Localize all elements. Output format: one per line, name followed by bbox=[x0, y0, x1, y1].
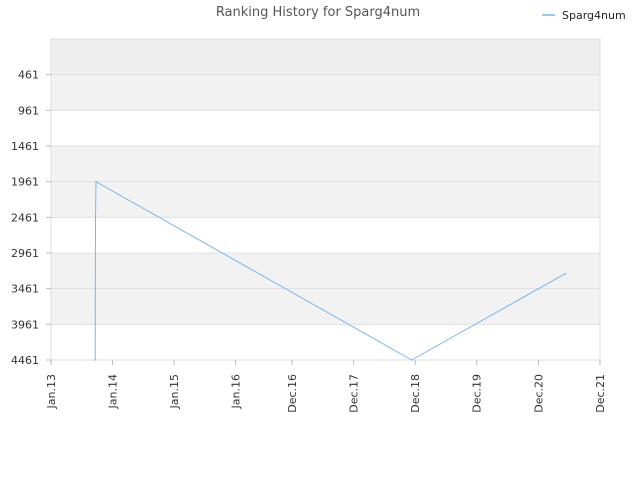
chart-title: Ranking History for Sparg4num bbox=[216, 5, 420, 20]
legend-label: Sparg4num bbox=[562, 9, 626, 22]
plot-bands bbox=[51, 39, 600, 360]
y-axis-ticks: 461 961 1461 1961 2461 2961 3461 3961 4461 bbox=[11, 69, 51, 367]
gridlines bbox=[51, 74, 600, 361]
data-point bbox=[95, 180, 97, 183]
plot-band bbox=[51, 181, 600, 218]
y-tick-label: 3961 bbox=[11, 318, 39, 331]
y-tick-label: 961 bbox=[18, 104, 39, 117]
y-tick-label: 2961 bbox=[11, 247, 39, 260]
x-axis-ticks: Jan.13 Jan.14 Jan.15 Jan.16 Dec.16 Dec.17 Dec.… bbox=[45, 360, 607, 413]
x-tick-label: Dec.21 bbox=[594, 374, 607, 413]
plot-band bbox=[51, 146, 600, 182]
plot-band bbox=[51, 217, 600, 253]
plot-band bbox=[51, 110, 600, 146]
y-tick-label: 3461 bbox=[11, 283, 39, 296]
plot-band bbox=[51, 253, 600, 289]
x-tick-label: Dec.17 bbox=[348, 374, 361, 413]
x-tick-label: Jan.16 bbox=[230, 374, 243, 409]
plot-border bbox=[50, 38, 601, 361]
x-tick-label: Dec.16 bbox=[286, 374, 299, 413]
y-tick-label: 2461 bbox=[11, 211, 39, 224]
y-tick-label: 1961 bbox=[11, 176, 39, 189]
data-point bbox=[94, 219, 97, 221]
y-tick-label: 1461 bbox=[11, 140, 39, 153]
y-tick-label: 4461 bbox=[11, 354, 39, 367]
data-point bbox=[410, 359, 413, 361]
plot-band bbox=[51, 39, 600, 75]
x-tick-label: Jan.14 bbox=[107, 374, 120, 409]
data-point bbox=[94, 359, 96, 361]
plot-band bbox=[51, 74, 600, 111]
x-tick-label: Dec.18 bbox=[409, 374, 422, 413]
legend[interactable]: Sparg4num bbox=[542, 9, 626, 22]
x-tick-label: Dec.19 bbox=[471, 374, 484, 413]
plot-band bbox=[51, 324, 600, 360]
data-point bbox=[564, 272, 567, 275]
x-tick-label: Jan.15 bbox=[168, 374, 181, 409]
plot-band bbox=[51, 288, 600, 325]
y-tick-label: 461 bbox=[18, 69, 39, 82]
series-layer bbox=[94, 180, 567, 361]
x-tick-label: Jan.13 bbox=[45, 374, 58, 409]
x-tick-label: Dec.20 bbox=[532, 374, 545, 413]
